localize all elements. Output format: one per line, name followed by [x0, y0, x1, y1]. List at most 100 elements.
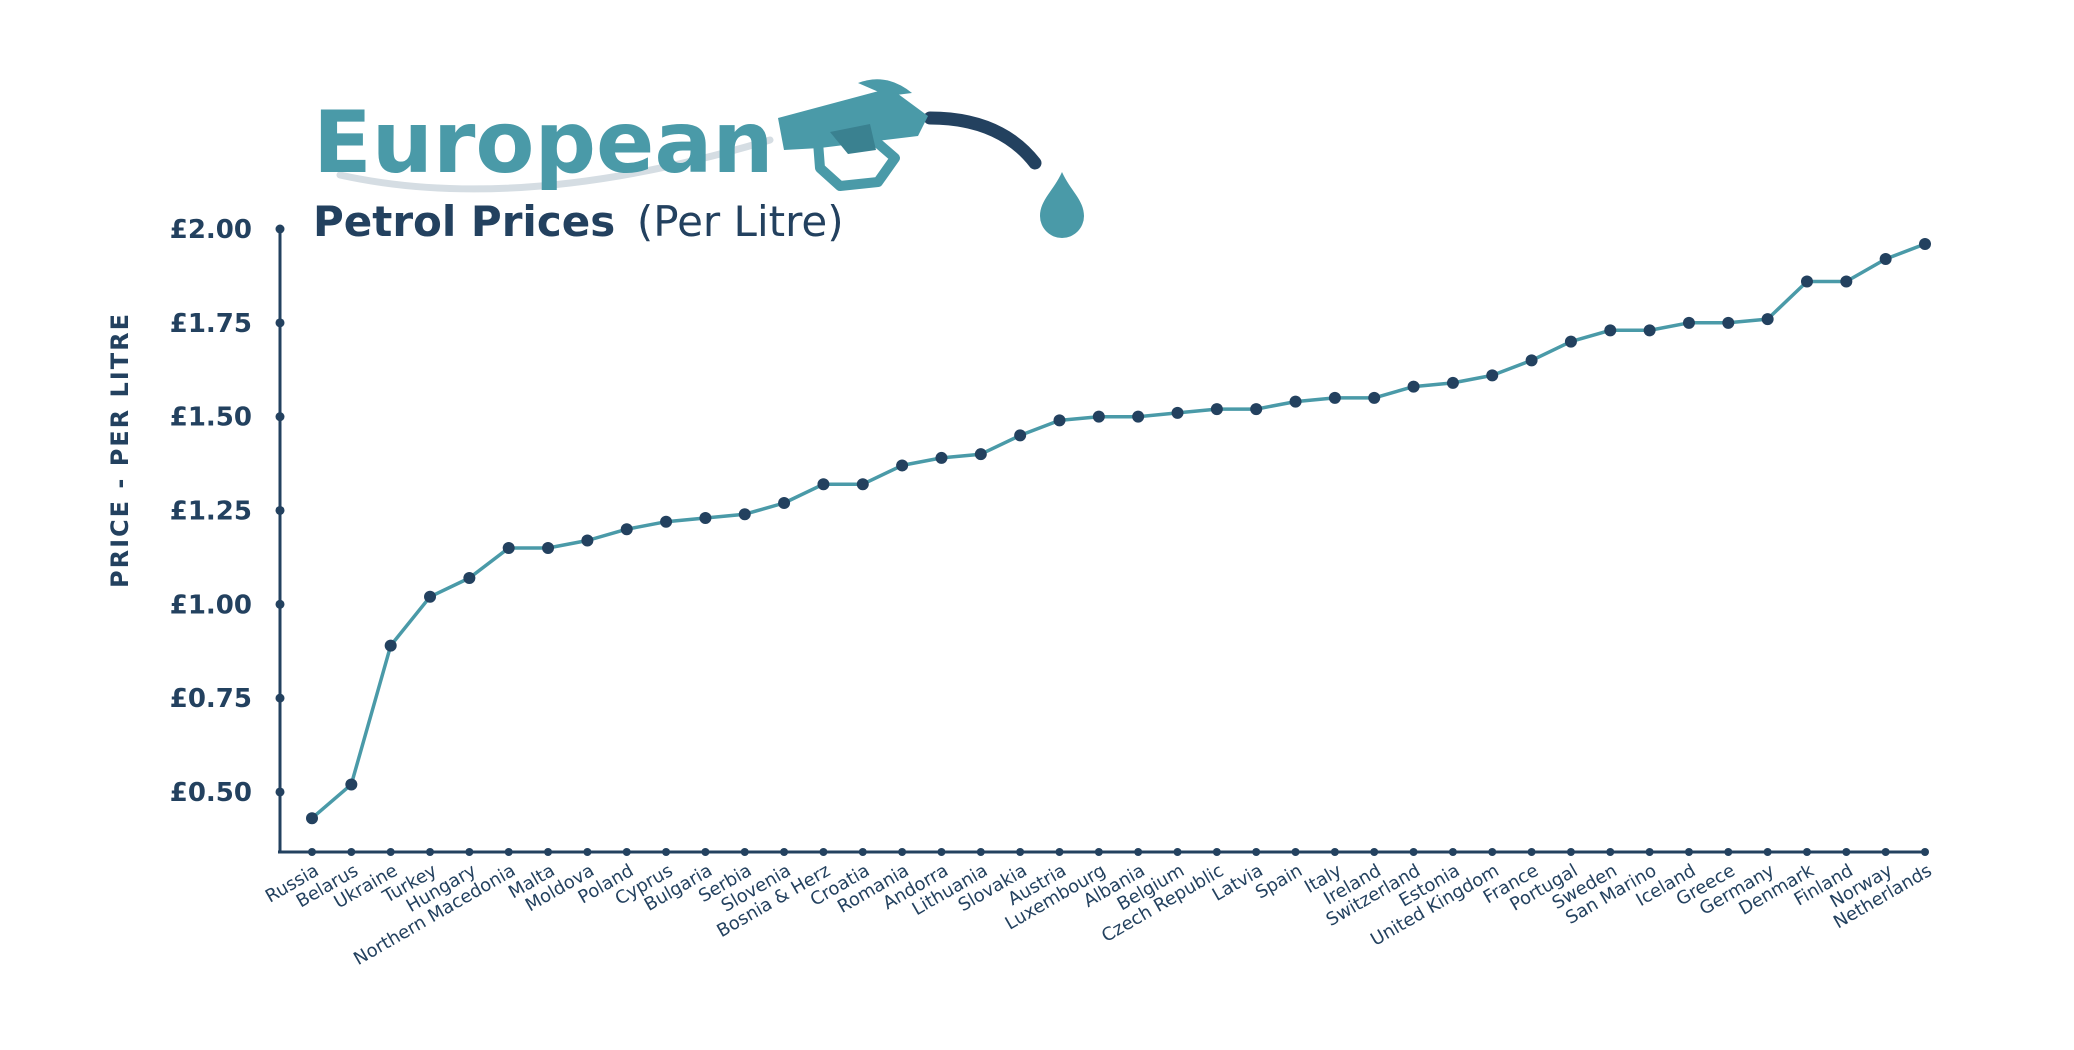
- y-tick-label: £1.50: [170, 403, 252, 433]
- y-axis-label: PRICE - PER LITRE: [106, 312, 134, 588]
- x-tick-mark: [1370, 848, 1379, 856]
- x-tick-mark: [1684, 848, 1693, 856]
- data-point: [974, 448, 987, 461]
- x-tick-mark: [426, 848, 435, 856]
- data-point: [1486, 369, 1499, 382]
- x-tick-mark: [1606, 848, 1615, 856]
- data-point: [424, 590, 437, 603]
- chart-subtitle-normal: (Per Litre): [637, 197, 844, 246]
- x-tick-mark: [1802, 848, 1811, 856]
- x-tick-mark: [386, 848, 395, 856]
- y-ticks: £0.50 £0.75 £1.00 £1.25 £1.50 £1.75 £2.00: [170, 215, 285, 808]
- x-tick-mark: [1212, 848, 1221, 856]
- x-tick-mark: [858, 848, 867, 856]
- x-tick-mark: [1055, 848, 1064, 856]
- data-point: [1132, 410, 1145, 423]
- data-point: [817, 478, 830, 491]
- x-tick-mark: [1409, 848, 1418, 856]
- data-point: [1800, 275, 1813, 288]
- data-point: [1171, 406, 1184, 419]
- data-point: [345, 778, 358, 791]
- x-tick-mark: [1488, 848, 1497, 856]
- y-tick-label: £2.00: [170, 215, 252, 245]
- x-tick-mark: [622, 848, 631, 856]
- data-point: [699, 511, 712, 524]
- x-tick-mark: [504, 848, 513, 856]
- y-tick-label: £0.50: [170, 778, 252, 808]
- x-tick-mark: [583, 848, 592, 856]
- y-tick-label: £0.75: [170, 684, 252, 714]
- chart-subtitle-bold: Petrol Prices: [313, 197, 615, 246]
- data-point: [463, 572, 476, 585]
- x-ticks: RussiaBelarusUkraineTurkeyHungaryNorther…: [262, 848, 1936, 970]
- x-tick-mark: [465, 848, 474, 856]
- data-point: [856, 478, 869, 491]
- chart-title: European: [313, 93, 774, 193]
- fuel-drop-icon: [1040, 172, 1084, 238]
- x-tick-mark: [1330, 848, 1339, 856]
- x-tick-mark: [1016, 848, 1025, 856]
- data-point: [384, 639, 397, 652]
- data-point: [1328, 391, 1341, 404]
- data-point: [542, 542, 555, 555]
- data-point: [1604, 324, 1617, 337]
- data-point: [1722, 316, 1735, 329]
- data-point: [1840, 275, 1853, 288]
- x-tick-mark: [819, 848, 828, 856]
- x-tick-mark: [976, 848, 985, 856]
- y-tick-mark: [275, 412, 285, 422]
- x-tick-mark: [347, 848, 356, 856]
- x-tick-mark: [1645, 848, 1654, 856]
- x-tick-mark: [1448, 848, 1457, 856]
- x-tick-mark: [662, 848, 671, 856]
- y-tick-mark: [275, 787, 285, 797]
- data-point: [1210, 403, 1223, 416]
- data-point: [1407, 380, 1420, 393]
- x-tick-mark: [937, 848, 946, 856]
- x-tick-mark: [1881, 848, 1890, 856]
- data-point: [620, 523, 633, 536]
- data-point: [1250, 403, 1263, 416]
- x-tick-mark: [1252, 848, 1261, 856]
- fuel-nozzle-icon: [336, 79, 1042, 193]
- data-point: [896, 459, 909, 472]
- x-tick-mark: [1921, 848, 1929, 856]
- x-tick-label: Spain: [1252, 860, 1306, 903]
- x-tick-mark: [1566, 848, 1575, 856]
- series-group: [306, 238, 1931, 825]
- data-point: [581, 534, 594, 547]
- data-point: [660, 515, 673, 528]
- x-tick-mark: [544, 848, 553, 856]
- data-point: [1053, 414, 1066, 427]
- data-point: [1643, 324, 1656, 337]
- x-tick-mark: [1291, 848, 1300, 856]
- data-point: [1682, 316, 1695, 329]
- data-point: [1761, 313, 1774, 326]
- x-tick-mark: [701, 848, 710, 856]
- x-tick-mark: [1842, 848, 1851, 856]
- x-tick-mark: [898, 848, 907, 856]
- x-tick-mark: [740, 848, 749, 856]
- x-tick-mark: [1527, 848, 1536, 856]
- x-tick-mark: [1094, 848, 1103, 856]
- data-point: [935, 451, 948, 464]
- x-tick-mark: [1173, 848, 1182, 856]
- x-tick-mark: [1134, 848, 1143, 856]
- y-tick-mark: [275, 599, 285, 609]
- data-point: [738, 508, 751, 521]
- data-point: [1879, 253, 1892, 266]
- chart-subtitle: Petrol Prices (Per Litre): [313, 197, 844, 246]
- data-point: [1289, 395, 1302, 408]
- x-tick-mark: [780, 848, 789, 856]
- data-point: [1014, 429, 1027, 442]
- data-point: [1919, 238, 1931, 251]
- data-point: [1446, 376, 1459, 389]
- y-tick-label: £1.00: [170, 590, 252, 620]
- y-tick-mark: [275, 224, 285, 234]
- data-point: [1525, 354, 1538, 367]
- y-tick-label: £1.75: [170, 309, 252, 339]
- data-point: [1092, 410, 1105, 423]
- data-point: [502, 542, 515, 555]
- data-point: [778, 496, 791, 509]
